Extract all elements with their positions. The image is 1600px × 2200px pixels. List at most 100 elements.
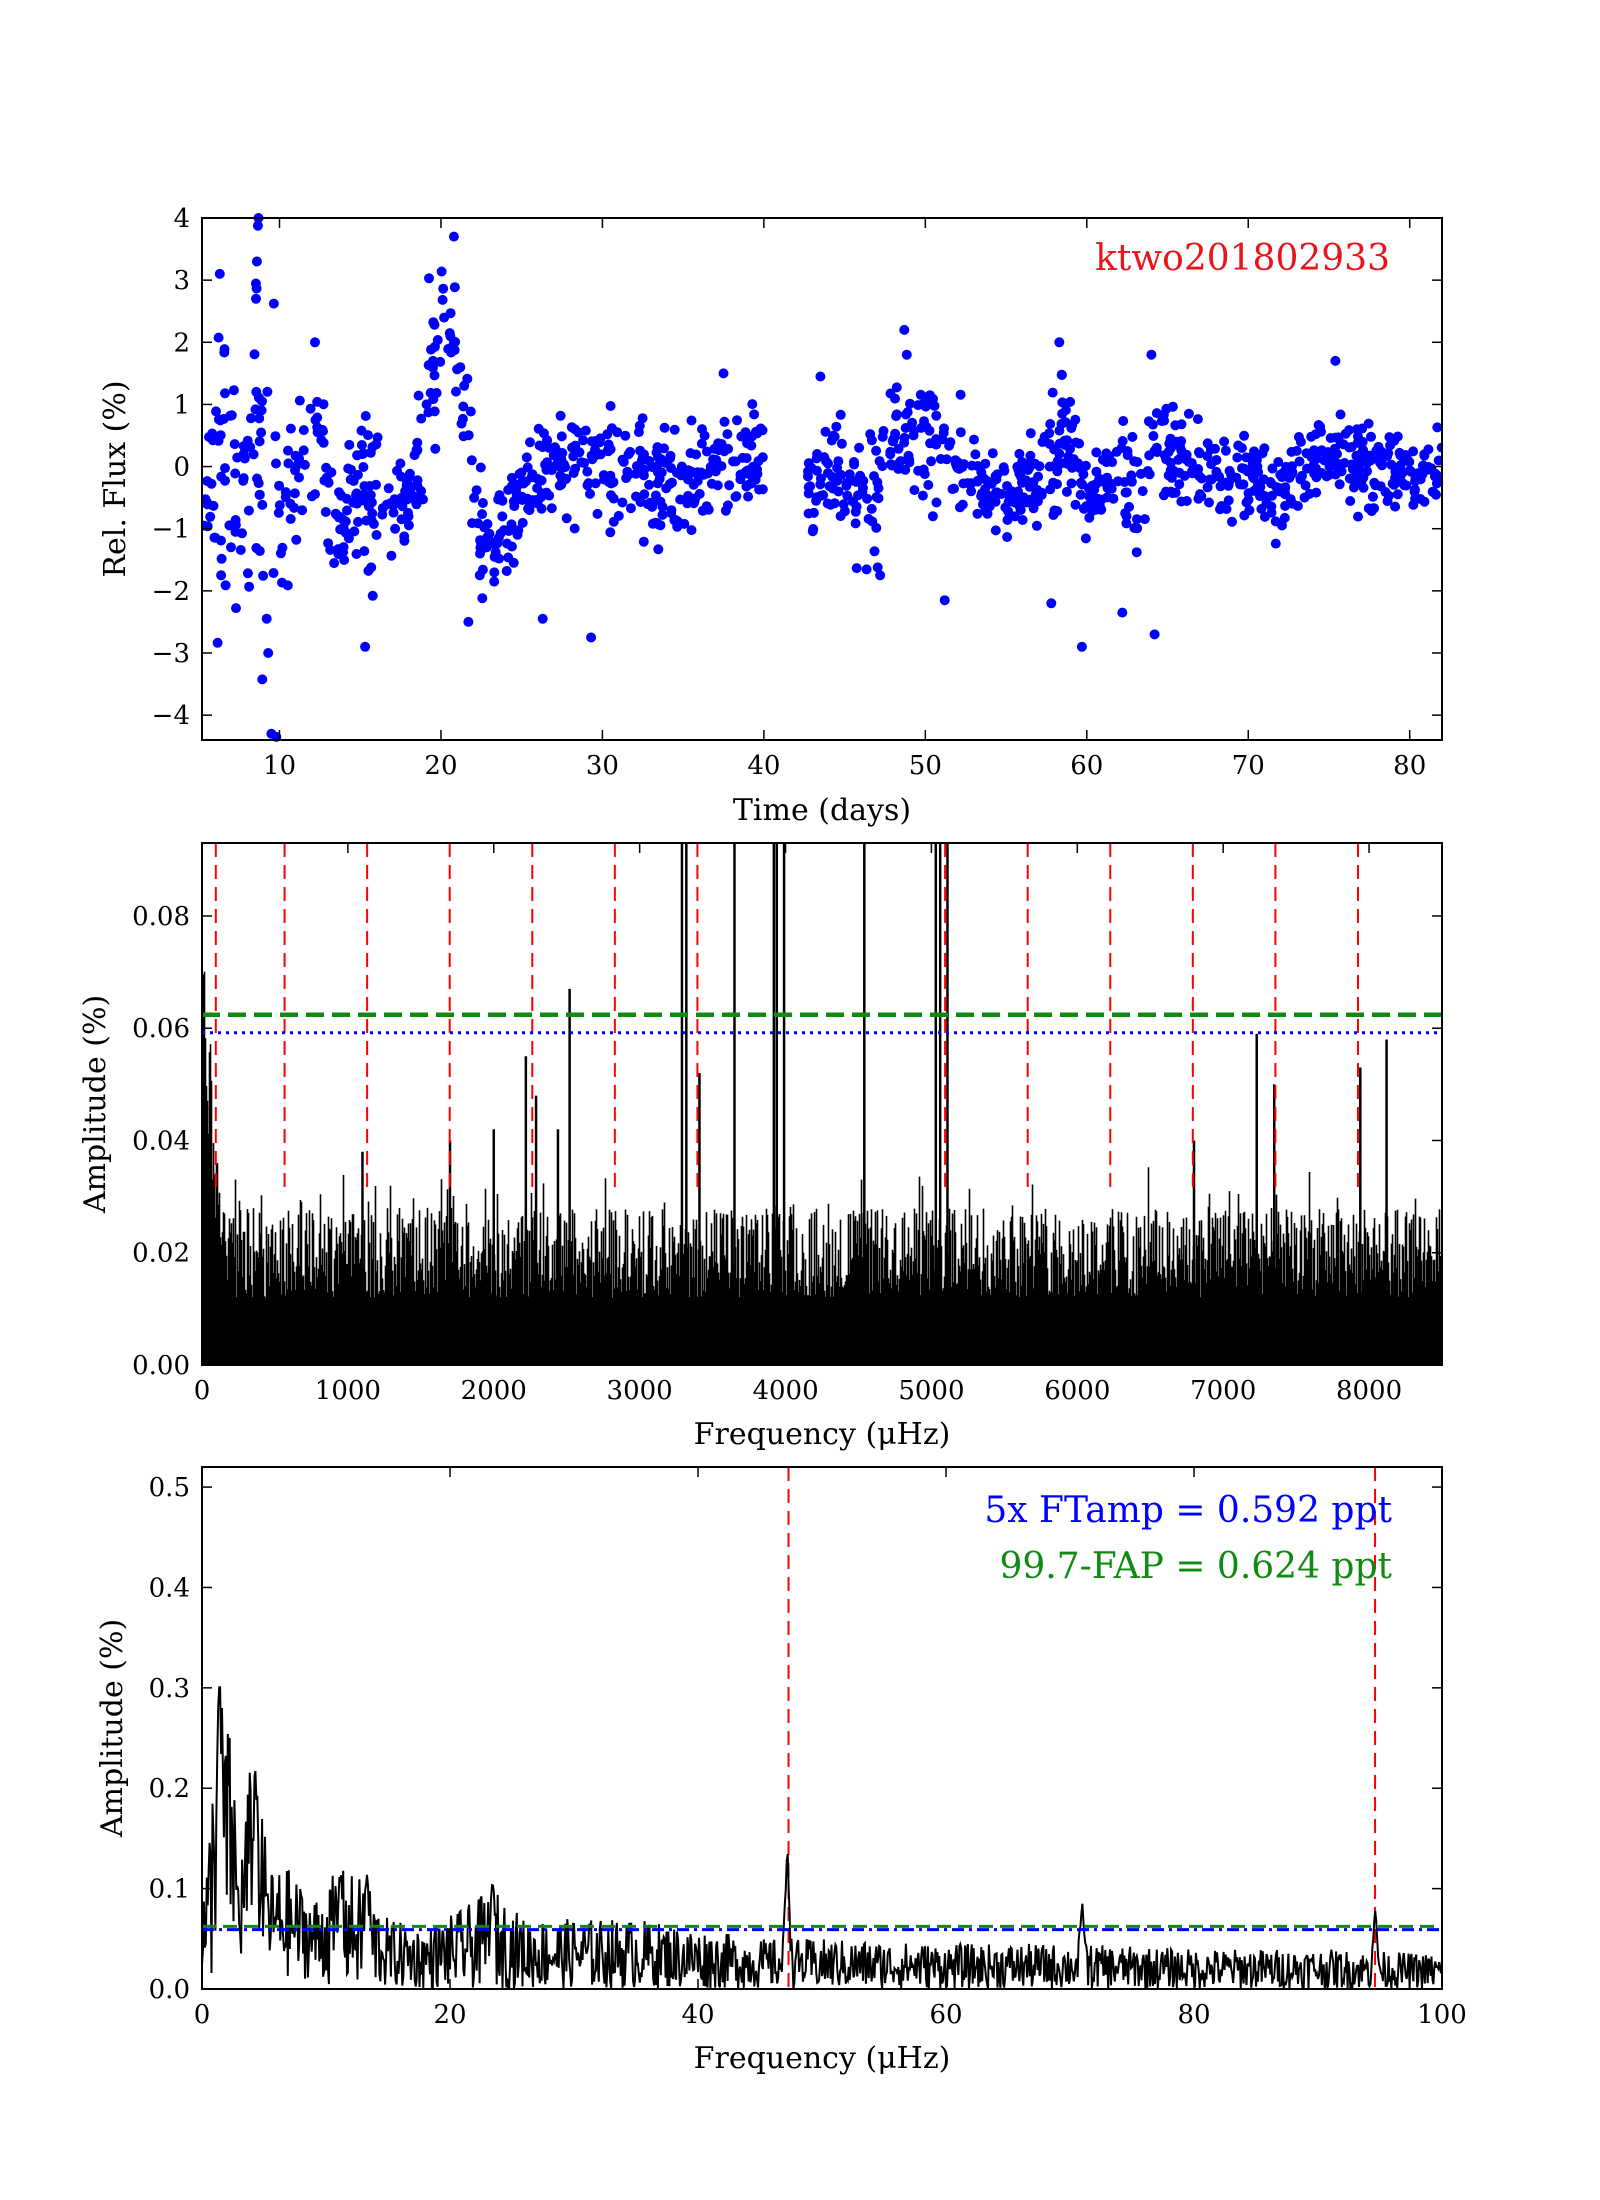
lightcurve-ytick-label: 0	[173, 453, 190, 483]
periodogram-full-ytick-label: 0.00	[132, 1351, 190, 1381]
lightcurve-point	[803, 458, 814, 469]
lightcurve-point	[602, 445, 613, 456]
lightcurve-point	[1293, 432, 1304, 442]
lightcurve-point	[1057, 397, 1068, 408]
lightcurve-point	[291, 534, 302, 545]
lightcurve-point	[1195, 489, 1205, 500]
lightcurve-point	[310, 489, 320, 500]
periodogram-zoom-xlabel: Frequency (μHz)	[694, 2041, 951, 2076]
lightcurve-point	[245, 442, 256, 452]
lightcurve-point	[1387, 478, 1398, 489]
lightcurve-point	[1054, 425, 1065, 436]
lightcurve-point	[351, 549, 362, 559]
lightcurve-point	[1117, 607, 1128, 618]
lightcurve-point	[242, 568, 253, 579]
lightcurve-point	[424, 273, 434, 284]
lightcurve-point	[1347, 474, 1358, 485]
lightcurve-point	[297, 505, 308, 516]
lightcurve-point	[274, 500, 285, 511]
lightcurve-point	[1220, 445, 1231, 456]
lightcurve-ytick-label: −2	[152, 577, 190, 607]
lightcurve-point	[428, 394, 439, 405]
lightcurve-point	[1143, 416, 1154, 427]
lightcurve-point	[389, 494, 400, 505]
lightcurve-point	[1309, 445, 1320, 456]
lightcurve-point	[334, 487, 344, 498]
lightcurve-point	[749, 409, 760, 420]
lightcurve-point	[970, 449, 981, 460]
lightcurve-point	[243, 505, 254, 516]
lightcurve-point	[1291, 445, 1302, 456]
lightcurve-ytick-label: 2	[173, 328, 190, 358]
lightcurve-point	[437, 294, 448, 305]
lightcurve-point	[885, 449, 896, 460]
lightcurve-point	[1252, 482, 1263, 493]
lightcurve-point	[980, 458, 991, 469]
lightcurve-point	[569, 523, 580, 534]
lightcurve-point	[216, 535, 226, 546]
lightcurve-point	[916, 422, 927, 433]
lightcurve-point	[340, 527, 351, 538]
lightcurve-point	[532, 483, 543, 494]
lightcurve-point	[931, 497, 942, 508]
lightcurve-point	[344, 439, 355, 450]
periodogram-full-ytick-label: 0.02	[132, 1239, 190, 1269]
lightcurve-point	[701, 446, 712, 457]
lightcurve-point	[514, 469, 525, 480]
lightcurve-point	[358, 462, 369, 472]
lightcurve-point	[1270, 538, 1281, 549]
lightcurve-point	[251, 293, 261, 304]
lightcurve-point	[254, 436, 265, 447]
lightcurve-point	[1302, 463, 1312, 474]
lightcurve-point	[509, 501, 520, 512]
lightcurve-point	[212, 637, 223, 648]
lightcurve-point	[891, 382, 902, 393]
lightcurve-point	[1118, 416, 1129, 426]
lightcurve-point	[1126, 476, 1137, 487]
lightcurve-point	[891, 411, 902, 422]
lightcurve-point	[1179, 470, 1190, 481]
lightcurve-point	[446, 347, 457, 358]
lightcurve-point	[1103, 451, 1114, 462]
lightcurve-point	[590, 478, 601, 489]
lightcurve-point	[1045, 484, 1056, 495]
lightcurve-point	[298, 425, 309, 436]
lightcurve-point	[1313, 420, 1324, 430]
lightcurve-point	[1137, 486, 1148, 497]
lightcurve-point	[743, 491, 754, 502]
lightcurve-point	[1202, 438, 1213, 449]
lightcurve-point	[920, 401, 931, 412]
lightcurve-point	[497, 495, 508, 506]
lightcurve-point	[1354, 458, 1364, 468]
lightcurve-point	[351, 490, 361, 500]
lightcurve-point	[990, 487, 1001, 498]
lightcurve-point	[312, 427, 323, 438]
periodogram-full-xlabel: Frequency (μHz)	[694, 1417, 951, 1452]
lightcurve-point	[899, 432, 910, 443]
lightcurve-point	[990, 525, 1001, 536]
lightcurve-point	[1311, 487, 1322, 498]
lightcurve-point	[972, 508, 983, 519]
lightcurve-point	[587, 454, 598, 465]
lightcurve-point	[367, 508, 378, 519]
lightcurve-point	[1121, 487, 1132, 498]
lightcurve-point	[1049, 505, 1060, 516]
lightcurve-point	[220, 475, 230, 486]
lightcurve-point	[290, 450, 301, 461]
lightcurve-point	[1436, 442, 1442, 453]
lightcurve-point	[927, 511, 938, 522]
lightcurve-point	[258, 570, 269, 581]
lightcurve-point	[676, 461, 687, 472]
lightcurve-ytick-label: −4	[152, 701, 190, 731]
lightcurve-point	[356, 440, 367, 450]
lightcurve-point	[1070, 414, 1081, 425]
lightcurve-point	[1236, 443, 1247, 453]
lightcurve-point	[489, 567, 500, 578]
lightcurve-point	[1014, 448, 1025, 459]
lightcurve-point	[1237, 463, 1247, 474]
lightcurve-point	[449, 282, 460, 293]
lightcurve-point	[348, 497, 359, 508]
lightcurve-point	[463, 430, 474, 441]
lightcurve-point	[268, 298, 279, 309]
lightcurve-point	[605, 527, 616, 538]
